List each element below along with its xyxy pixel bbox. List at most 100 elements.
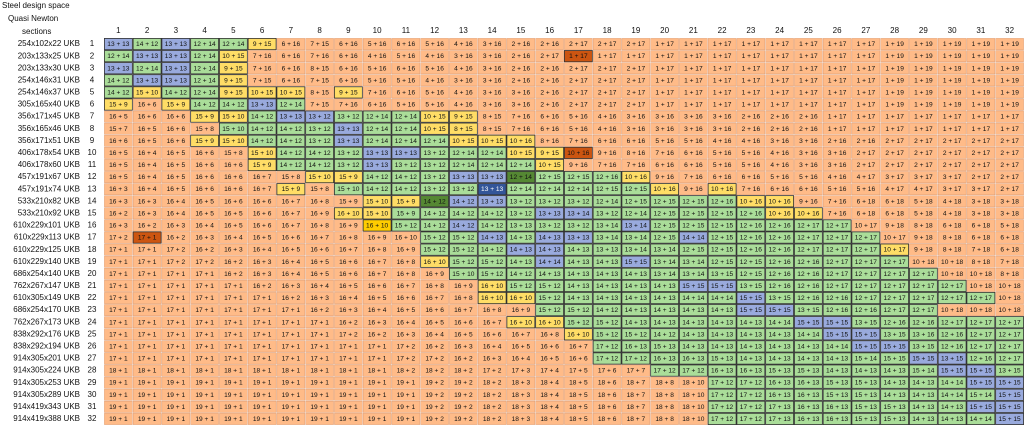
cell-text: 12 + 17 xyxy=(999,356,1022,363)
cell-text: 8 + 16 xyxy=(540,138,559,145)
cell-text: 1 + 17 xyxy=(770,102,789,109)
cell-text: 13 + 15 xyxy=(855,319,878,326)
cell xyxy=(880,110,909,123)
cell xyxy=(276,255,306,268)
cell xyxy=(650,86,679,99)
cell-text: 19 + 1 xyxy=(195,416,214,423)
cell xyxy=(506,352,536,365)
cell xyxy=(161,401,191,413)
column-number: 21 xyxy=(689,26,698,35)
cell-text: 2 + 17 xyxy=(1000,150,1019,157)
cell-text: 5 + 16 xyxy=(397,102,416,109)
cell-text: 16 + 5 xyxy=(195,198,214,205)
cell-text: 17 + 1 xyxy=(109,247,128,254)
cell xyxy=(190,364,219,377)
cell-text: 13 + 14 xyxy=(625,235,648,242)
cell xyxy=(909,400,938,413)
cell xyxy=(104,50,133,63)
cell-text: 17 + 1 xyxy=(224,356,243,363)
cell-text: 8 + 15 xyxy=(454,126,473,133)
cell xyxy=(966,280,996,292)
cell xyxy=(592,62,622,75)
cell-text: 19 + 1 xyxy=(310,380,329,387)
cell xyxy=(448,134,478,147)
cell xyxy=(851,50,881,62)
cell-text: 16 + 13 xyxy=(826,416,849,423)
row-number: 21 xyxy=(88,281,97,290)
cell-text: 14 + 13 xyxy=(510,235,533,242)
cell xyxy=(621,74,651,87)
cell xyxy=(794,388,823,401)
cell xyxy=(592,388,622,401)
column-number: 32 xyxy=(1005,26,1014,35)
cell-text: 16 + 3 xyxy=(224,247,243,254)
cell xyxy=(564,279,593,292)
cell-text: 15 + 15 xyxy=(999,404,1022,411)
cell-text: 1 + 17 xyxy=(742,102,761,109)
cell xyxy=(707,171,737,183)
column-number: 27 xyxy=(861,26,870,35)
cell-text: 16 + 6 xyxy=(167,138,186,145)
cell-text: 16 + 6 xyxy=(425,307,444,314)
cell xyxy=(765,122,794,135)
cell xyxy=(305,207,334,220)
cell-text: 10 + 18 xyxy=(941,259,964,266)
cell xyxy=(736,243,766,256)
cell-text: 15 + 15 xyxy=(999,416,1022,423)
cell-text: 16 + 5 xyxy=(109,174,128,181)
cell-text: 1 + 19 xyxy=(943,41,962,48)
cell-text: 15 + 9 xyxy=(109,102,128,109)
cell-text: 18 + 6 xyxy=(598,380,617,387)
cell xyxy=(822,134,852,147)
column-number: 30 xyxy=(948,26,957,35)
cell-text: 16 + 4 xyxy=(425,331,444,338)
cell-text: 16 + 4 xyxy=(195,223,214,230)
cell xyxy=(592,364,622,377)
cell-text: 7 + 16 xyxy=(742,186,761,193)
cell xyxy=(477,401,507,413)
cell-text: 13 + 14 xyxy=(567,210,590,217)
cell-text: 14 + 13 xyxy=(711,343,734,350)
cell-text: 8 + 15 xyxy=(483,114,502,121)
cell xyxy=(679,195,708,208)
cell-text: 3 + 18 xyxy=(972,210,991,217)
section-name: 914x419x343 UKB xyxy=(13,402,80,411)
cell xyxy=(477,376,507,389)
cell xyxy=(506,267,536,280)
cell-text: 15 + 13 xyxy=(797,368,820,375)
cell-text: 1 + 17 xyxy=(713,77,732,84)
cell xyxy=(794,231,823,244)
cell-text: 10 + 15 xyxy=(539,162,562,169)
cell xyxy=(650,98,679,111)
cell xyxy=(592,304,622,317)
cell-text: 12 + 17 xyxy=(797,235,820,242)
cell xyxy=(679,291,708,305)
cell-text: 7 + 16 xyxy=(339,102,358,109)
cell-text: 16 + 7 xyxy=(512,331,531,338)
cell xyxy=(448,171,478,184)
cell-text: 3 + 16 xyxy=(483,65,502,72)
cell xyxy=(794,110,823,123)
cell xyxy=(247,50,277,62)
cell-text: 9 + 16 xyxy=(684,186,703,193)
cell-text: 3 + 16 xyxy=(799,138,818,145)
cell xyxy=(966,171,996,183)
cell xyxy=(247,110,277,123)
cell-text: 14 + 13 xyxy=(884,380,907,387)
cell-text: 12 + 14 xyxy=(194,77,217,84)
cell xyxy=(880,279,910,292)
cell xyxy=(132,255,162,268)
cell-text: 1 + 19 xyxy=(972,102,991,109)
cell xyxy=(765,183,794,196)
cell xyxy=(822,243,852,256)
cell-text: 12 + 14 xyxy=(510,174,533,181)
column-number: 10 xyxy=(373,26,382,35)
cell-text: 17 + 1 xyxy=(224,307,243,314)
cell xyxy=(966,376,996,389)
cell xyxy=(219,207,248,220)
cell-text: 16 + 2 xyxy=(368,331,387,338)
cell xyxy=(449,74,478,87)
cell-text: 1 + 17 xyxy=(828,41,847,48)
cell xyxy=(391,388,421,401)
cell xyxy=(506,219,536,232)
